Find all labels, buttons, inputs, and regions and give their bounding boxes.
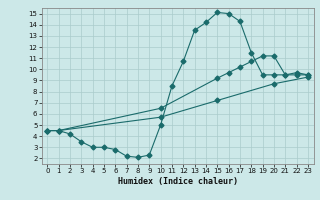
X-axis label: Humidex (Indice chaleur): Humidex (Indice chaleur)	[118, 177, 237, 186]
